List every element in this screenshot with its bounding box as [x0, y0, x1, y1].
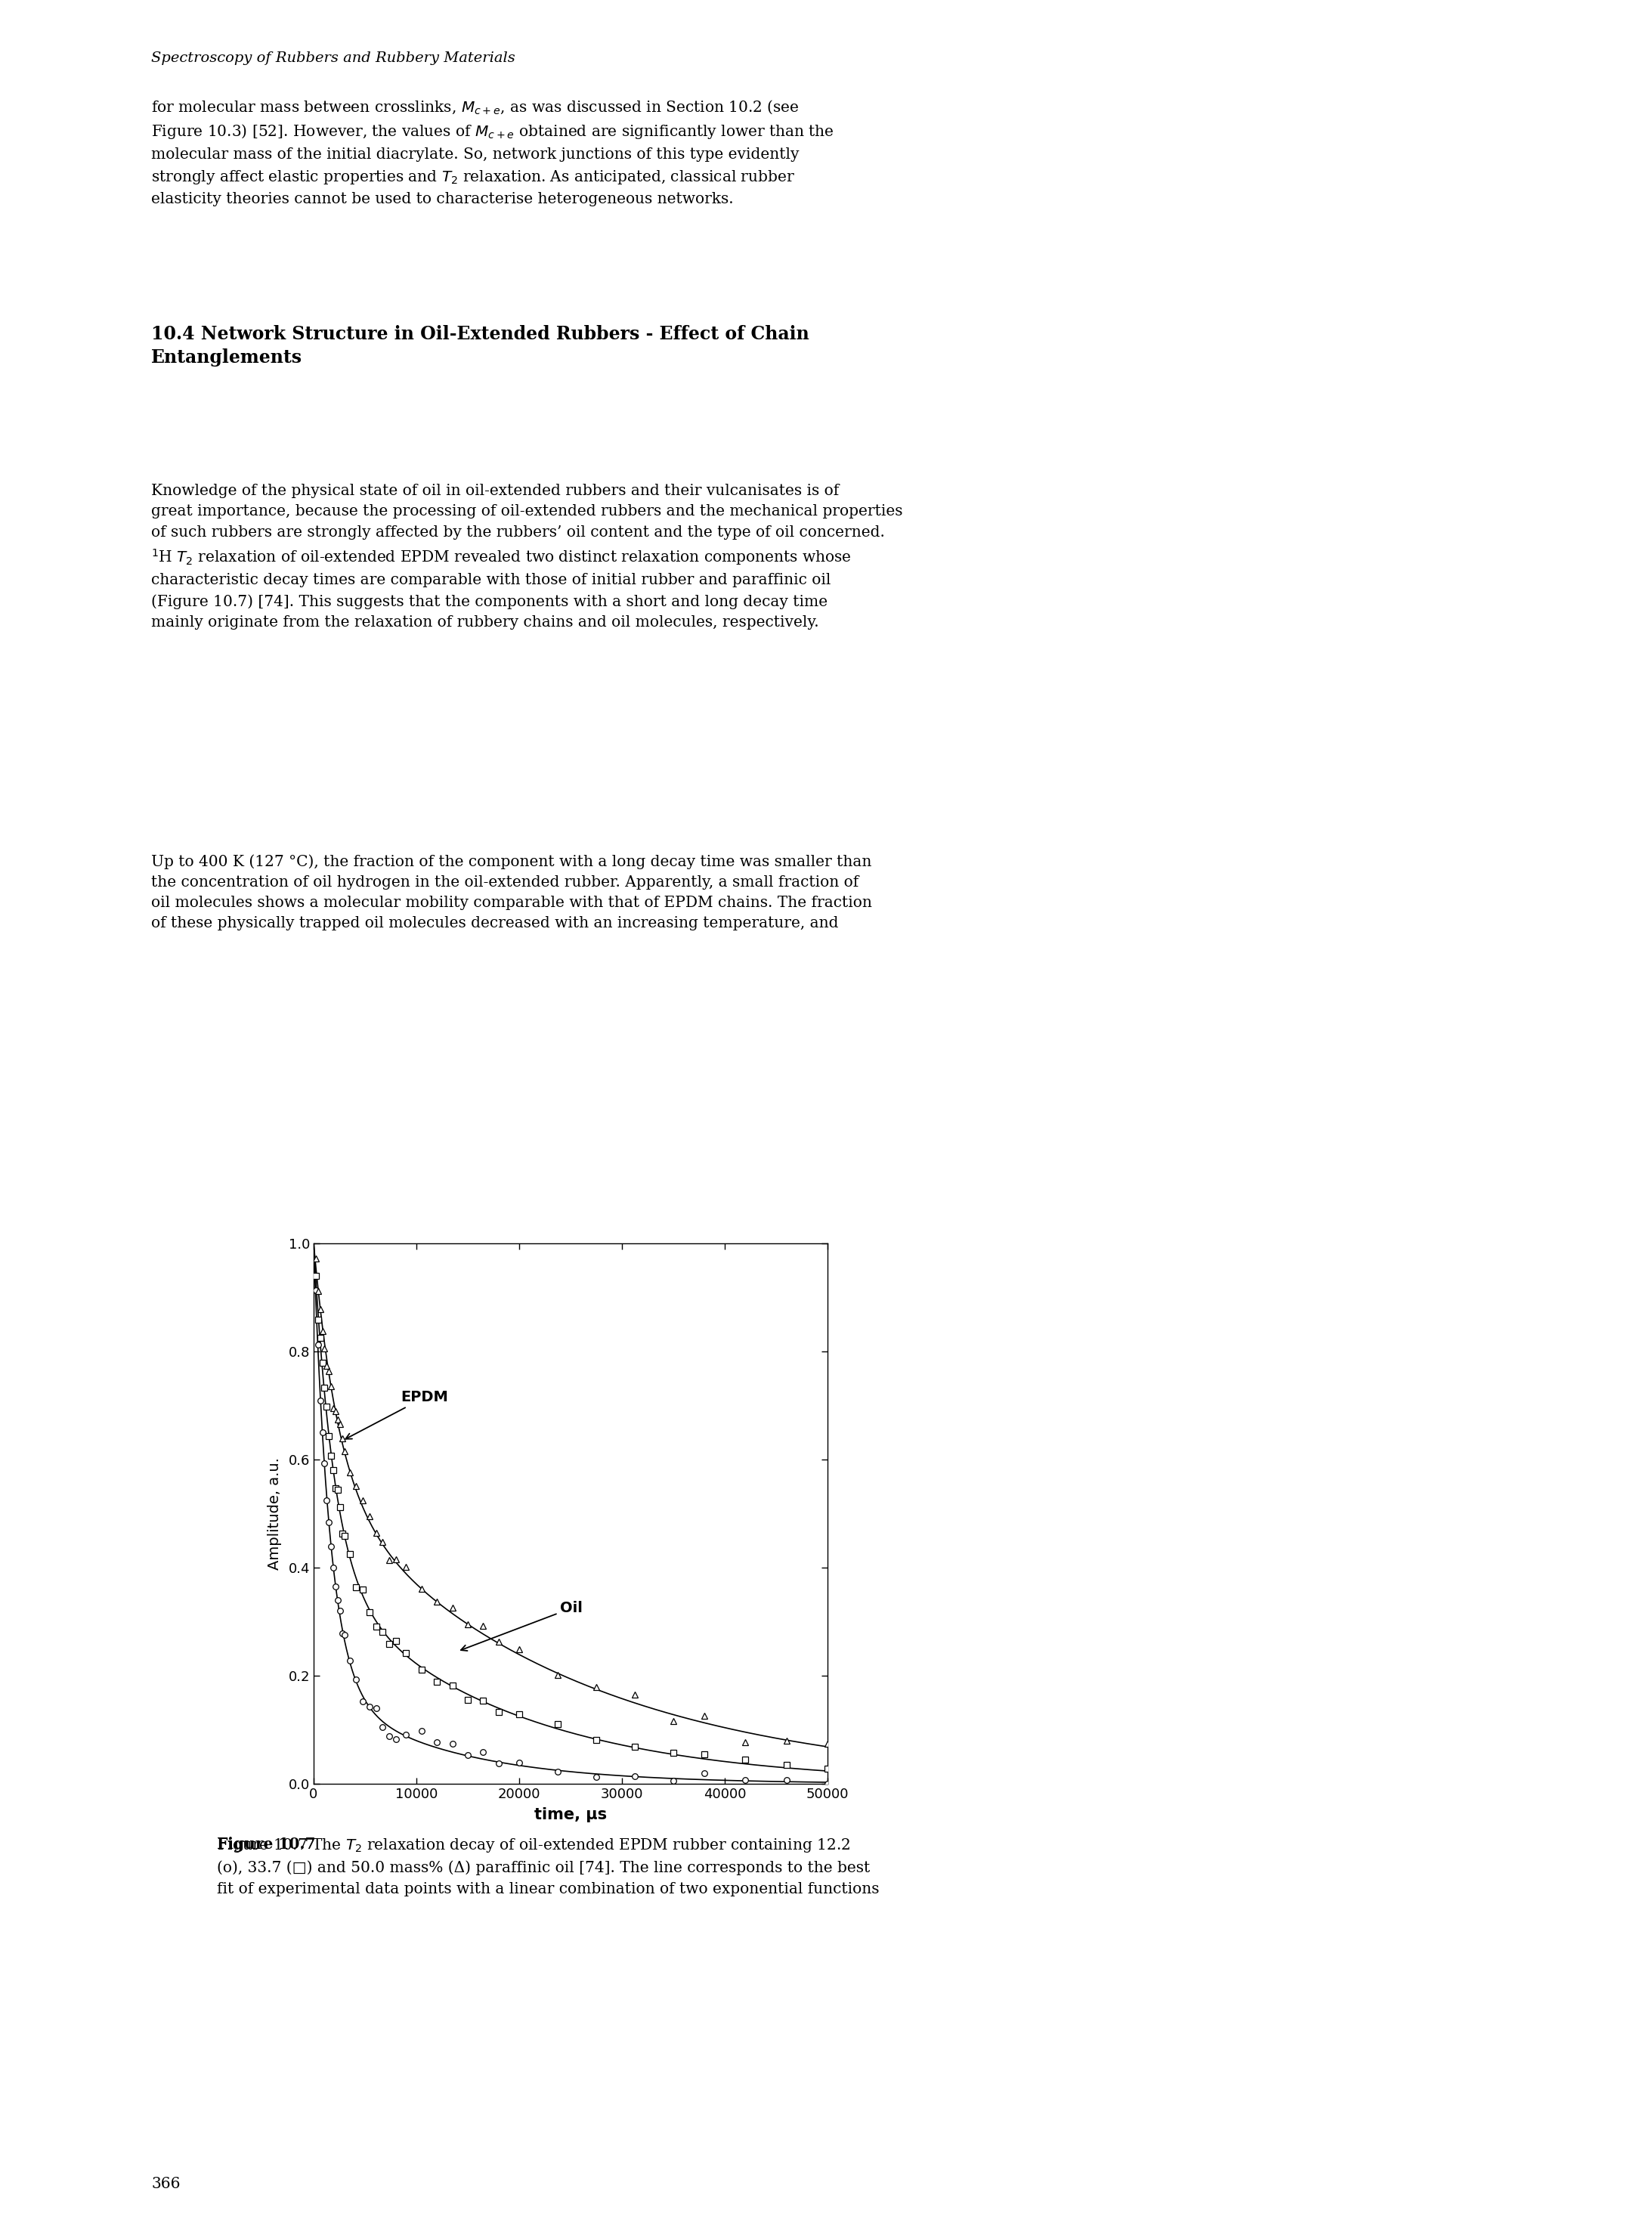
Text: Oil: Oil — [461, 1600, 583, 1652]
Text: Spectroscopy of Rubbers and Rubbery Materials: Spectroscopy of Rubbers and Rubbery Mate… — [150, 51, 515, 65]
Text: 10.4 Network Structure in Oil-Extended Rubbers - Effect of Chain
Entanglements: 10.4 Network Structure in Oil-Extended R… — [150, 326, 809, 366]
Text: Figure 10.7: Figure 10.7 — [216, 1837, 316, 1853]
Text: Knowledge of the physical state of oil in oil-extended rubbers and their vulcani: Knowledge of the physical state of oil i… — [150, 484, 902, 629]
Y-axis label: Amplitude, a.u.: Amplitude, a.u. — [268, 1457, 282, 1569]
Text: Up to 400 K (127 °C), the fraction of the component with a long decay time was s: Up to 400 K (127 °C), the fraction of th… — [150, 855, 872, 931]
Text: EPDM: EPDM — [345, 1391, 448, 1440]
Text: for molecular mass between crosslinks, $M_{c+e}$, as was discussed in Section 10: for molecular mass between crosslinks, $… — [150, 98, 834, 208]
Text: 366: 366 — [150, 2176, 180, 2192]
X-axis label: time, μs: time, μs — [534, 1808, 606, 1824]
Text: Figure 10.7 The $T_2$ relaxation decay of oil-extended EPDM rubber containing 12: Figure 10.7 The $T_2$ relaxation decay o… — [216, 1837, 879, 1895]
